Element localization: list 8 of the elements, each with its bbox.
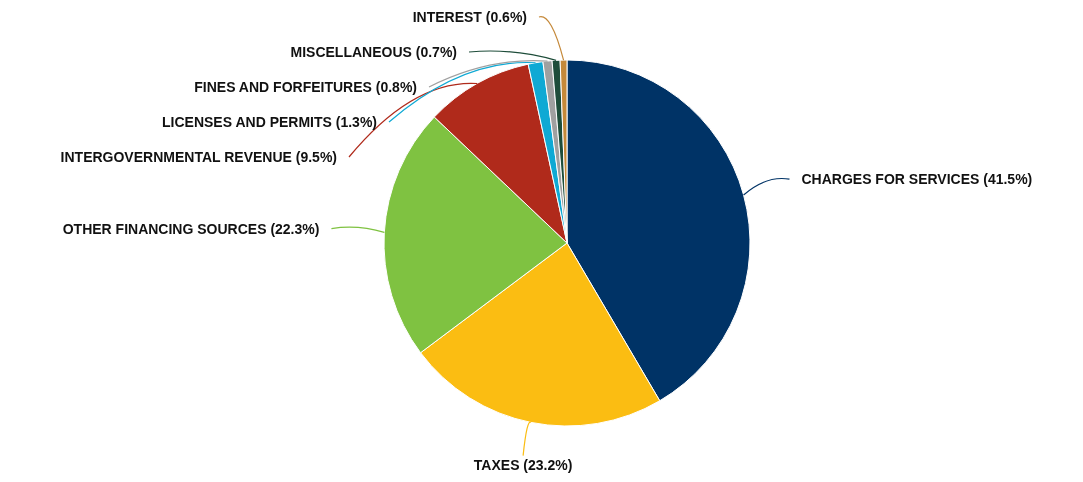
slice-label: LICENSES AND PERMITS (1.3%) — [162, 114, 377, 130]
slice-label: FINES AND FORFEITURES (0.8%) — [194, 79, 417, 95]
slice-label: OTHER FINANCING SOURCES (22.3%) — [62, 220, 320, 237]
slice-label: CHARGES FOR SERVICES (41.5%) — [801, 171, 1033, 188]
slice-label: INTERGOVERNMENTAL REVENUE (9.5%) — [60, 149, 337, 165]
slice-label: MISCELLANEOUS (0.7%) — [290, 44, 457, 60]
slice-label: INTEREST (0.6%) — [412, 9, 527, 25]
slice-label: TAXES (23.2%) — [473, 456, 573, 473]
